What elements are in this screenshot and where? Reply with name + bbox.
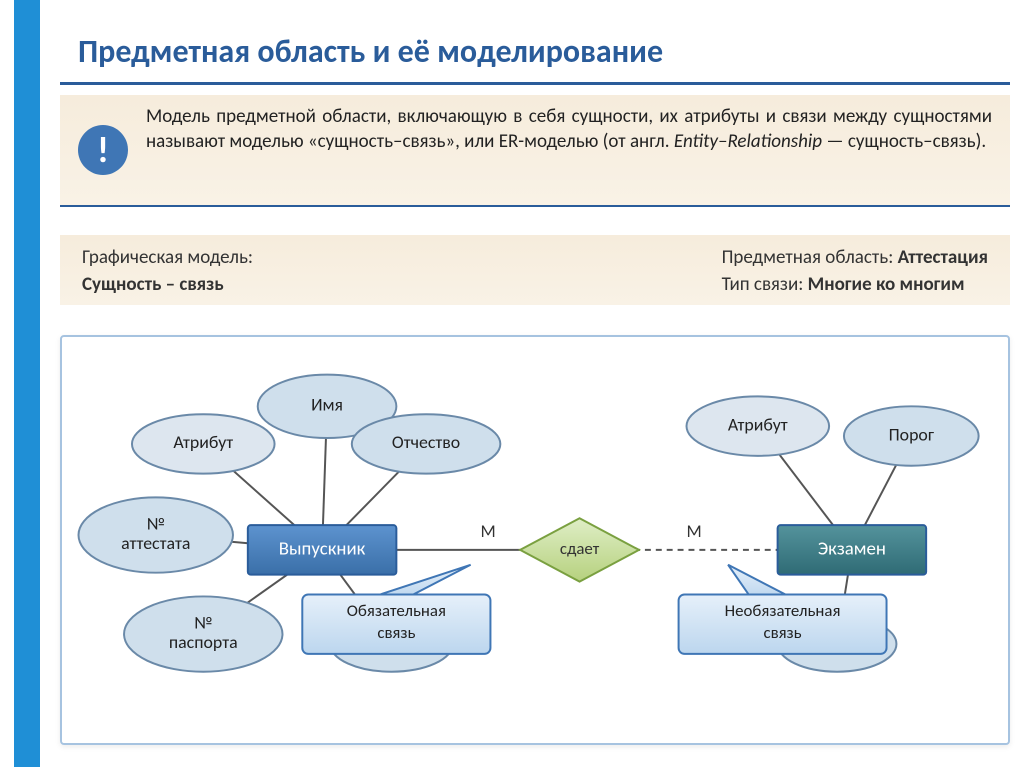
left-accent-stripe — [14, 0, 40, 767]
svg-text:Выпускник: Выпускник — [279, 537, 366, 560]
sub-right-line1: Предметная область: Аттестация — [722, 245, 988, 272]
sub-bar: Графическая модель: Сущность – связь Пре… — [60, 235, 1010, 305]
sub-right: Предметная область: Аттестация Тип связи… — [722, 245, 988, 295]
svg-text:Имя: Имя — [311, 394, 343, 416]
svg-text:связь: связь — [764, 622, 802, 643]
svg-text:М: М — [687, 520, 702, 542]
svg-text:Атрибут: Атрибут — [173, 431, 233, 453]
svg-text:Необязательная: Необязательная — [725, 600, 841, 621]
info-icon: ! — [78, 125, 128, 175]
sub-left: Графическая модель: Сущность – связь — [82, 245, 253, 295]
svg-text:Порог: Порог — [889, 423, 934, 445]
svg-text:связь: связь — [377, 622, 415, 643]
title-underline — [60, 82, 1010, 85]
svg-text:Атрибут: Атрибут — [728, 413, 788, 435]
info-box: ! Модель предметной области, включающую … — [60, 95, 1010, 207]
svg-text:сдает: сдает — [560, 538, 600, 559]
sub-left-line1: Графическая модель: — [82, 245, 253, 272]
info-suffix: — сущность–связь). — [826, 130, 986, 153]
svg-text:Экзамен: Экзамен — [818, 537, 886, 560]
diagram-box: ММ ИмяАтрибутОтчество№аттестата№паспорта… — [60, 335, 1010, 745]
svg-text:Отчество: Отчество — [392, 431, 460, 453]
page-title: Предметная область и её моделирование — [78, 32, 663, 71]
svg-text:Обязательная: Обязательная — [347, 600, 446, 621]
sub-left-line2: Сущность – связь — [82, 272, 253, 299]
svg-text:аттестата: аттестата — [121, 532, 190, 554]
svg-text:паспорта: паспорта — [169, 631, 238, 653]
er-diagram: ММ ИмяАтрибутОтчество№аттестата№паспорта… — [62, 337, 1008, 743]
svg-text:№: № — [194, 611, 212, 633]
info-text: Модель предметной области, включающую в … — [146, 105, 992, 154]
svg-text:М: М — [481, 520, 496, 542]
sub-right-line2: Тип связи: Многие ко многим — [722, 272, 988, 299]
svg-text:№: № — [147, 512, 165, 534]
info-italic: Entity–Relationship — [674, 130, 822, 153]
